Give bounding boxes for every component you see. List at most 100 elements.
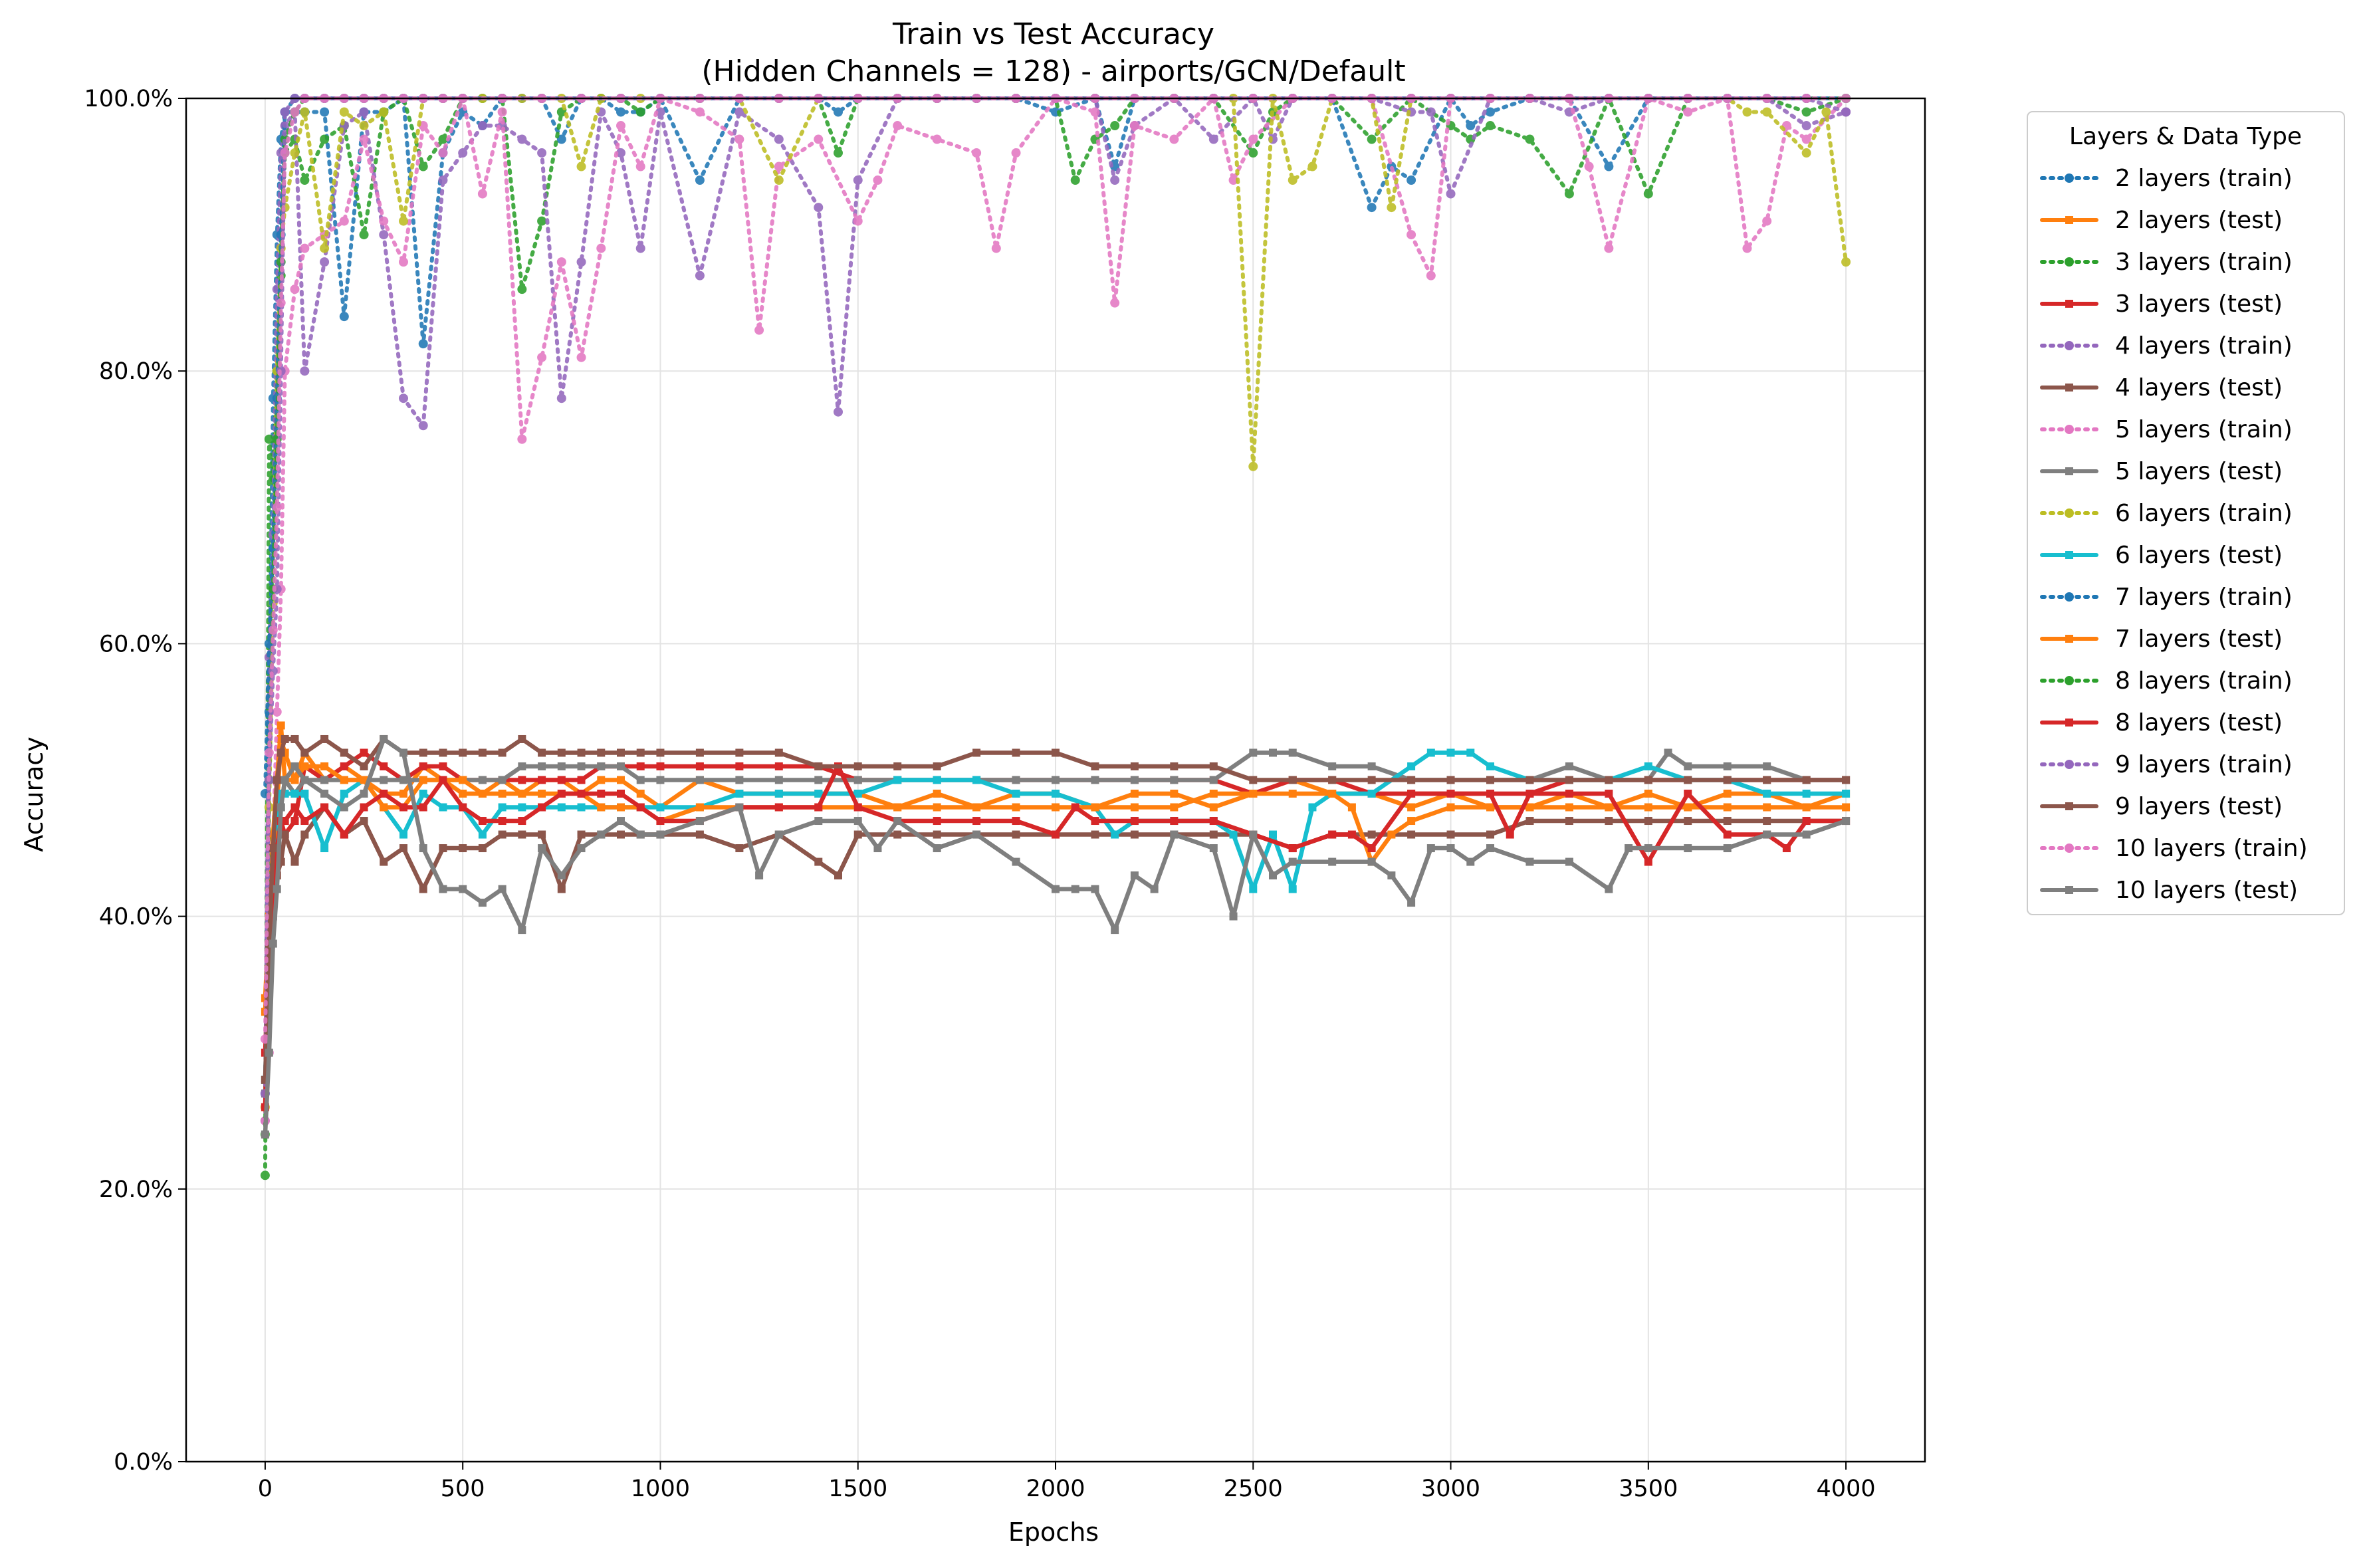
data-point xyxy=(597,776,606,784)
data-point xyxy=(616,121,625,131)
data-point xyxy=(300,790,309,798)
data-point xyxy=(1565,776,1573,784)
data-point xyxy=(379,107,389,117)
data-point xyxy=(339,107,349,117)
data-point xyxy=(1842,790,1851,798)
data-point xyxy=(1565,817,1573,826)
data-point xyxy=(1407,762,1416,770)
data-point xyxy=(477,121,487,131)
data-point xyxy=(300,817,309,826)
data-point xyxy=(380,776,388,784)
data-point xyxy=(1446,803,1455,812)
data-point xyxy=(1288,844,1297,853)
data-point xyxy=(290,148,300,158)
data-point xyxy=(320,134,330,144)
data-point xyxy=(557,790,566,798)
data-point xyxy=(597,748,606,757)
data-point xyxy=(340,762,348,770)
data-point xyxy=(1288,857,1297,866)
data-point xyxy=(538,844,546,853)
data-point xyxy=(1209,790,1218,798)
x-tick-label: 3500 xyxy=(1619,1476,1678,1502)
data-point xyxy=(1723,776,1732,784)
data-point xyxy=(1486,803,1494,812)
data-point xyxy=(1446,776,1455,784)
data-point xyxy=(1052,748,1060,757)
data-point xyxy=(419,748,427,757)
data-point xyxy=(834,871,842,880)
x-axis: 0 500 1000 1500 2000 2500 3000 3500 4000 xyxy=(258,1462,1876,1502)
legend-marker xyxy=(2065,592,2074,602)
data-point xyxy=(478,776,487,784)
data-point xyxy=(380,790,388,798)
data-point xyxy=(340,830,348,839)
legend-label: 6 layers (train) xyxy=(2115,500,2293,527)
data-point xyxy=(419,844,427,853)
data-point xyxy=(774,830,783,839)
data-point xyxy=(1506,830,1514,839)
data-point xyxy=(280,107,290,117)
data-point xyxy=(359,134,369,144)
legend-entry: 9 layers (test) xyxy=(2040,793,2283,820)
legend-marker xyxy=(2065,802,2073,810)
data-point xyxy=(1565,762,1573,770)
data-point xyxy=(459,885,467,893)
data-point xyxy=(617,776,625,784)
data-point xyxy=(577,844,586,853)
data-point xyxy=(439,762,447,770)
data-point xyxy=(1110,298,1120,308)
data-point xyxy=(991,243,1001,253)
data-point xyxy=(438,148,448,158)
data-point xyxy=(577,830,586,839)
data-point xyxy=(1091,762,1099,770)
data-point xyxy=(814,203,824,213)
data-point xyxy=(695,271,705,280)
data-point xyxy=(972,817,981,826)
data-point xyxy=(893,817,902,826)
data-point xyxy=(1564,189,1574,199)
data-point xyxy=(1130,776,1139,784)
data-point xyxy=(538,748,546,757)
data-point xyxy=(537,216,547,226)
data-point xyxy=(853,803,862,812)
data-point xyxy=(1387,203,1397,213)
data-point xyxy=(1387,830,1396,839)
legend-title: Layers & Data Type xyxy=(2069,123,2302,150)
data-point xyxy=(1763,790,1771,798)
data-point xyxy=(320,803,329,812)
data-point xyxy=(418,421,428,431)
legend-entry: 4 layers (train) xyxy=(2040,332,2293,360)
data-point xyxy=(1229,830,1238,839)
data-point xyxy=(933,817,941,826)
data-point xyxy=(735,790,744,798)
data-point xyxy=(538,830,546,839)
data-point xyxy=(734,107,744,117)
data-point xyxy=(1802,830,1811,839)
data-point xyxy=(1407,899,1416,907)
data-point xyxy=(419,803,427,812)
data-point xyxy=(1091,776,1099,784)
data-point xyxy=(1012,748,1020,757)
data-point xyxy=(1288,885,1297,893)
data-point xyxy=(1644,817,1652,826)
data-point xyxy=(873,844,882,853)
data-point xyxy=(1170,803,1179,812)
data-point xyxy=(320,790,329,798)
legend-marker xyxy=(2065,257,2074,267)
data-point xyxy=(656,803,665,812)
data-point xyxy=(695,748,704,757)
data-point xyxy=(269,844,277,853)
data-point xyxy=(577,762,586,770)
data-point xyxy=(320,257,330,267)
data-point xyxy=(814,790,823,798)
data-point xyxy=(853,216,863,226)
data-point xyxy=(1111,926,1119,935)
data-point xyxy=(557,776,566,784)
data-point xyxy=(774,134,784,144)
data-point xyxy=(538,776,546,784)
data-point xyxy=(379,216,389,226)
data-point xyxy=(1110,175,1120,185)
data-point xyxy=(1170,830,1179,839)
legend-label: 3 layers (test) xyxy=(2115,290,2283,318)
data-point xyxy=(300,830,309,839)
